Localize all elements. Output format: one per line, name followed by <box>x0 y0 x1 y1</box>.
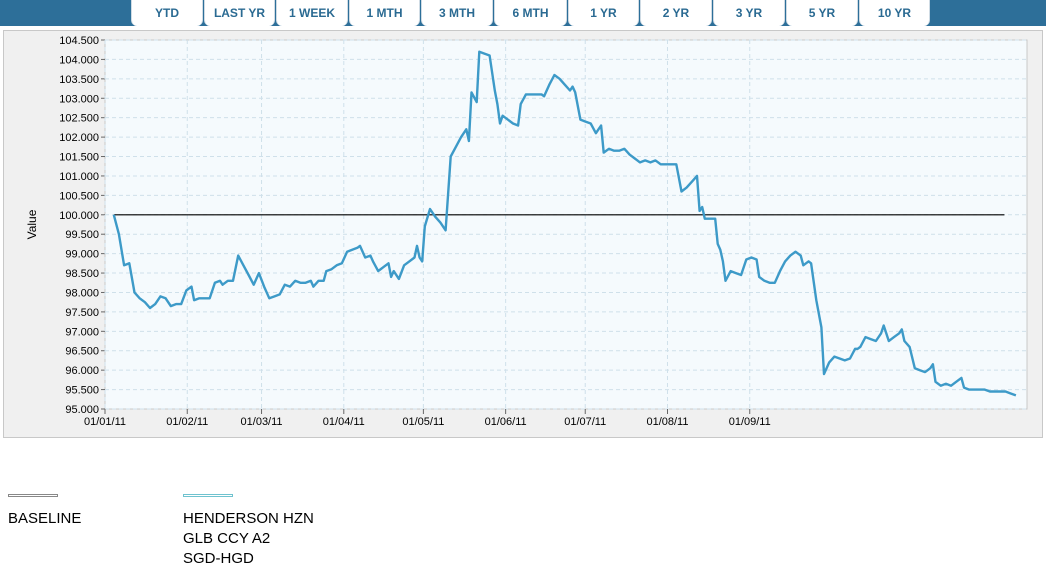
y-tick-label: 99.000 <box>65 249 99 261</box>
tab-1-week[interactable]: 1 WEEK <box>276 0 348 26</box>
plot-area <box>104 39 1028 410</box>
x-tick-label: 01/03/11 <box>241 416 283 428</box>
x-tick-label: 01/01/11 <box>84 416 126 428</box>
tab-3-yr[interactable]: 3 YR <box>713 0 785 26</box>
line-chart: 104.500 104.000 103.500 103.000 102.500 102.0… <box>25 35 1028 428</box>
y-tick-label: 97.000 <box>65 326 99 338</box>
y-tick-label: 102.500 <box>59 113 99 125</box>
y-tick-label: 101.000 <box>59 171 99 183</box>
range-tabs: YTD LAST YR 1 WEEK 1 MTH 3 MTH 6 MTH 1 YR 2 YR 3… <box>131 0 931 26</box>
y-tick-label: 96.500 <box>65 346 99 358</box>
y-tick-label: 97.500 <box>65 307 99 319</box>
y-tick-label: 96.000 <box>65 365 99 377</box>
x-tick-label: 01/08/11 <box>646 416 688 428</box>
x-tick-label: 01/04/11 <box>323 416 365 428</box>
y-tick-label: 98.000 <box>65 287 99 299</box>
y-tick-label: 100.500 <box>59 190 99 202</box>
tab-2-yr[interactable]: 2 YR <box>640 0 712 26</box>
y-tick-label: 95.000 <box>65 404 99 416</box>
tab-ytd[interactable]: YTD <box>131 0 203 26</box>
tab-10-yr[interactable]: 10 YR <box>859 0 930 26</box>
tab-3-mth[interactable]: 3 MTH <box>421 0 493 26</box>
x-tick-label: 01/05/11 <box>402 416 444 428</box>
legend-label-line: BASELINE <box>8 510 82 527</box>
x-tick-label: 01/07/11 <box>564 416 606 428</box>
tab-5-yr[interactable]: 5 YR <box>786 0 858 26</box>
legend-item-fund: HENDERSON HZN GLB CCY A2 SGD-HGD <box>183 494 314 569</box>
y-tick-label: 104.500 <box>59 35 99 47</box>
x-tick-label: 01/02/11 <box>166 416 208 428</box>
legend-swatch-baseline <box>8 494 58 497</box>
legend-swatch-fund <box>183 494 233 497</box>
legend-label-fund: HENDERSON HZN GLB CCY A2 SGD-HGD <box>183 509 314 569</box>
y-tick-label: 95.500 <box>65 385 99 397</box>
legend-label-line: HENDERSON HZN <box>183 510 314 527</box>
y-tick-label: 99.500 <box>65 229 99 241</box>
legend-item-baseline: BASELINE <box>8 494 81 529</box>
range-toolbar: YTD LAST YR 1 WEEK 1 MTH 3 MTH 6 MTH 1 YR 2 YR 3… <box>0 0 1046 26</box>
y-tick-label: 103.500 <box>59 74 99 86</box>
y-axis-label: Value <box>25 209 39 239</box>
chart-frame: 104.500 104.000 103.500 103.000 102.500 102.0… <box>3 30 1043 438</box>
y-tick-label: 98.500 <box>65 268 99 280</box>
legend-label-line: GLB CCY A2 <box>183 530 271 547</box>
legend-label-line: SGD-HGD <box>183 550 254 567</box>
tab-1-yr[interactable]: 1 YR <box>568 0 639 26</box>
x-tick-label: 01/06/11 <box>485 416 527 428</box>
series-line-fund <box>112 50 1017 397</box>
y-tick-label: 100.000 <box>59 210 99 222</box>
tab-6-mth[interactable]: 6 MTH <box>494 0 567 26</box>
y-tick-label: 102.000 <box>59 132 99 144</box>
y-tick-label: 104.000 <box>59 54 99 66</box>
tab-last-yr[interactable]: LAST YR <box>204 0 275 26</box>
y-tick-label: 103.000 <box>59 93 99 105</box>
y-tick-label: 101.500 <box>59 152 99 164</box>
legend-label-baseline: BASELINE <box>8 509 81 529</box>
x-tick-label: 01/09/11 <box>729 416 771 428</box>
tab-1-mth[interactable]: 1 MTH <box>349 0 420 26</box>
